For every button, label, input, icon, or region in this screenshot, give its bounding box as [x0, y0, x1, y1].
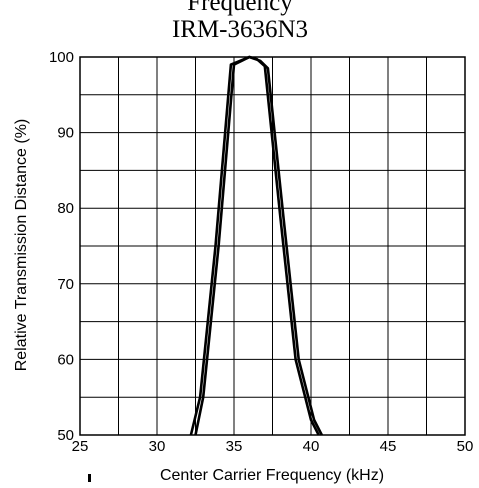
x-tick-label: 35 [226, 438, 243, 455]
y-tick-label: 90 [57, 125, 74, 142]
x-tick-label: 50 [457, 438, 474, 455]
series-line [189, 55, 323, 436]
y-tick-label: 80 [57, 200, 74, 217]
chart-title-partial: Frequency [187, 0, 293, 16]
x-tick-label: 45 [380, 438, 397, 455]
y-tick-label: 100 [49, 49, 74, 66]
y-tick-label: 60 [57, 351, 74, 368]
x-tick-label: 30 [149, 438, 166, 455]
y-axis-label: Relative Transmission Distance (%) [13, 119, 30, 372]
data-lines [189, 55, 323, 436]
y-tick-label: 70 [57, 276, 74, 293]
chart-title: IRM-3636N3 [172, 16, 308, 43]
corner-marker [88, 474, 91, 482]
x-tick-label: 25 [72, 438, 89, 455]
x-axis-label: Center Carrier Frequency (kHz) [160, 467, 384, 484]
y-tick-label: 50 [57, 427, 74, 444]
grid [80, 57, 465, 435]
x-tick-label: 40 [303, 438, 320, 455]
tick-labels: 25 30 35 40 45 50 50 60 70 80 90 100 [49, 49, 473, 455]
